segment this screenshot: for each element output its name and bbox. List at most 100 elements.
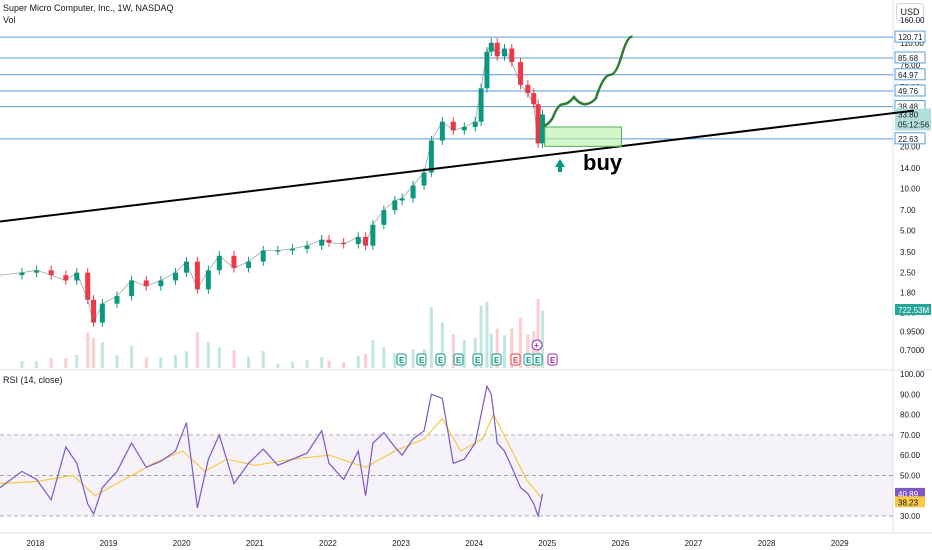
earnings-marker-label: E bbox=[494, 356, 500, 365]
price-axis-tick: 5.00 bbox=[900, 227, 916, 236]
symbol-title[interactable]: Super Micro Computer, Inc., 1W, NASDAQ bbox=[3, 3, 174, 13]
rsi-value-tag bbox=[895, 487, 925, 499]
candle-body bbox=[85, 272, 91, 300]
candle-body bbox=[260, 250, 266, 262]
volume-bar bbox=[184, 351, 188, 368]
candle-body bbox=[183, 261, 189, 273]
rsi-axis-tick: 90.00 bbox=[900, 390, 921, 399]
time-axis-tick: 2022 bbox=[319, 539, 337, 548]
volume-label[interactable]: Vol bbox=[3, 15, 16, 25]
volume-bar bbox=[526, 334, 530, 368]
candle-body bbox=[158, 280, 164, 287]
add-event-icon bbox=[531, 339, 543, 351]
rsi-ma-tag bbox=[895, 496, 925, 508]
rsi-axis-tick: 60.00 bbox=[900, 451, 921, 460]
earnings-marker bbox=[491, 353, 502, 366]
volume-bar bbox=[489, 333, 493, 368]
time-axis-tick: 2024 bbox=[465, 539, 483, 548]
rsi-ma-label: 38.23 bbox=[898, 498, 919, 507]
candle-body bbox=[326, 239, 332, 243]
earnings-marker bbox=[396, 353, 407, 366]
volume-bar bbox=[261, 351, 265, 368]
candle-body bbox=[304, 245, 310, 249]
price-level-tag bbox=[894, 51, 926, 64]
earnings-marker-label: E bbox=[475, 356, 481, 365]
candle-body bbox=[363, 236, 369, 246]
volume-bar bbox=[247, 356, 251, 368]
volume-bar bbox=[451, 333, 455, 368]
volume-bar bbox=[35, 361, 39, 368]
volume-bar bbox=[485, 301, 489, 368]
time-axis-tick: 2026 bbox=[611, 539, 629, 548]
rsi-line bbox=[0, 384, 544, 519]
buy-arrow-icon bbox=[555, 159, 565, 167]
volume-bar bbox=[320, 357, 324, 368]
earnings-marker-label: E bbox=[438, 356, 444, 365]
candle-body bbox=[194, 261, 200, 290]
earnings-marker-label: E bbox=[456, 356, 462, 365]
volume-bar bbox=[159, 357, 163, 368]
price-axis-tick: 14.00 bbox=[900, 164, 921, 173]
candle-body bbox=[172, 272, 178, 281]
price-axis-tick: 7.00 bbox=[900, 206, 916, 215]
bar-countdown-label: 05:12:56 bbox=[898, 120, 930, 129]
volume-bar bbox=[206, 342, 210, 368]
candle-body bbox=[48, 270, 54, 276]
projection-path bbox=[542, 35, 633, 128]
price-axis-tick: 1.80 bbox=[900, 289, 916, 298]
rsi-axis-tick: 30.00 bbox=[900, 512, 921, 521]
rsi-axis-tick: 100.00 bbox=[900, 370, 925, 379]
candle-body bbox=[19, 272, 25, 276]
candle-body bbox=[381, 210, 387, 225]
price-path bbox=[0, 41, 543, 324]
rsi-ma-line bbox=[0, 413, 543, 500]
candle-body bbox=[275, 250, 281, 252]
price-level-label: 49.76 bbox=[898, 87, 919, 96]
candle-body bbox=[428, 140, 434, 173]
support-trendline bbox=[0, 109, 915, 223]
volume-bar bbox=[195, 332, 199, 368]
earnings-marker bbox=[416, 353, 427, 366]
price-level-label: 85.68 bbox=[898, 54, 919, 63]
price-axis-tick: 110.00 bbox=[900, 39, 924, 48]
candle-body bbox=[74, 272, 80, 281]
price-level-tag bbox=[894, 84, 926, 97]
time-axis-tick: 2025 bbox=[538, 539, 556, 548]
candle-body bbox=[494, 42, 500, 57]
volume-bar bbox=[429, 307, 433, 368]
rsi-indicator-label[interactable]: RSI (14, close) bbox=[3, 375, 63, 385]
volume-bar bbox=[462, 340, 466, 368]
candle-body bbox=[410, 185, 416, 199]
candle-body bbox=[370, 224, 376, 246]
volume-bar bbox=[510, 328, 514, 368]
time-axis-tick: 2019 bbox=[100, 539, 118, 548]
earnings-marker-label: E bbox=[513, 356, 519, 365]
earnings-marker-label: E bbox=[526, 356, 532, 365]
candle-body bbox=[34, 270, 40, 273]
time-axis-tick: 2020 bbox=[173, 539, 191, 548]
time-axis-tick: 2018 bbox=[27, 539, 45, 548]
earnings-marker bbox=[510, 353, 521, 366]
currency-button[interactable]: USD bbox=[896, 3, 924, 21]
rsi-axis-tick: 40.00 bbox=[900, 492, 921, 501]
time-axis-tick: 2021 bbox=[246, 539, 264, 548]
volume-bar bbox=[144, 357, 148, 368]
candle-body bbox=[392, 200, 398, 211]
price-axis-tick: 2.50 bbox=[900, 269, 916, 278]
price-level-label: 120.71 bbox=[898, 33, 923, 42]
volume-bar bbox=[290, 362, 294, 368]
volume-bar bbox=[276, 364, 280, 368]
volume-bar bbox=[20, 361, 24, 368]
candle-body bbox=[129, 280, 135, 297]
current-price-label: 33.80 bbox=[898, 110, 919, 119]
volume-bar bbox=[75, 355, 79, 368]
candle-body bbox=[484, 51, 490, 89]
earnings-marker-label: E bbox=[535, 356, 541, 365]
volume-bar bbox=[532, 331, 536, 368]
volume-bar bbox=[173, 355, 177, 368]
earnings-marker-label: E bbox=[399, 356, 405, 365]
candle-body bbox=[509, 48, 515, 63]
volume-bar bbox=[495, 328, 499, 368]
